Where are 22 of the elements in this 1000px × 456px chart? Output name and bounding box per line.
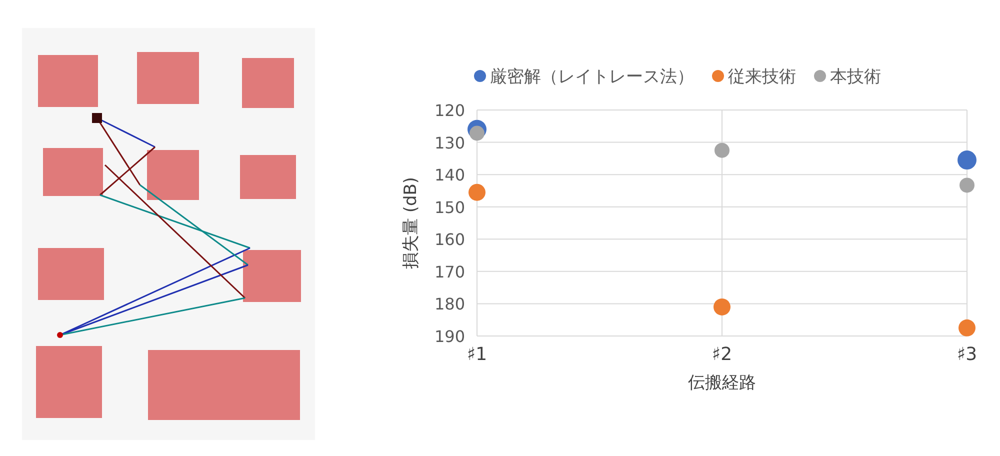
point [714,142,730,158]
y-tick-label: 130 [434,133,465,152]
legend-label: 本技術 [830,67,881,87]
point [958,150,976,170]
y-tick-label: 160 [434,230,465,250]
x-axis-title: 伝搬経路 [688,373,756,393]
y-tick-label: 170 [434,262,465,282]
point [958,319,976,336]
y-tick-label: 150 [434,198,465,217]
x-tick-label: ♯3 [956,344,978,365]
point [714,298,730,316]
legend-label: 厳密解（レイトレース法） [490,67,694,87]
legend-label: 従来技術 [728,67,796,87]
x-tick-label: ♯1 [466,344,488,365]
y-axis-title: 損失量 (dB) [401,176,421,270]
y-tick-label: 140 [434,166,465,185]
point [960,178,974,193]
x-tick-label: ♯2 [712,344,732,365]
y-tick-label: 190 [434,327,465,346]
y-tick-label: 180 [434,294,465,314]
point [468,184,486,201]
y-tick-label: 120 [434,101,465,120]
